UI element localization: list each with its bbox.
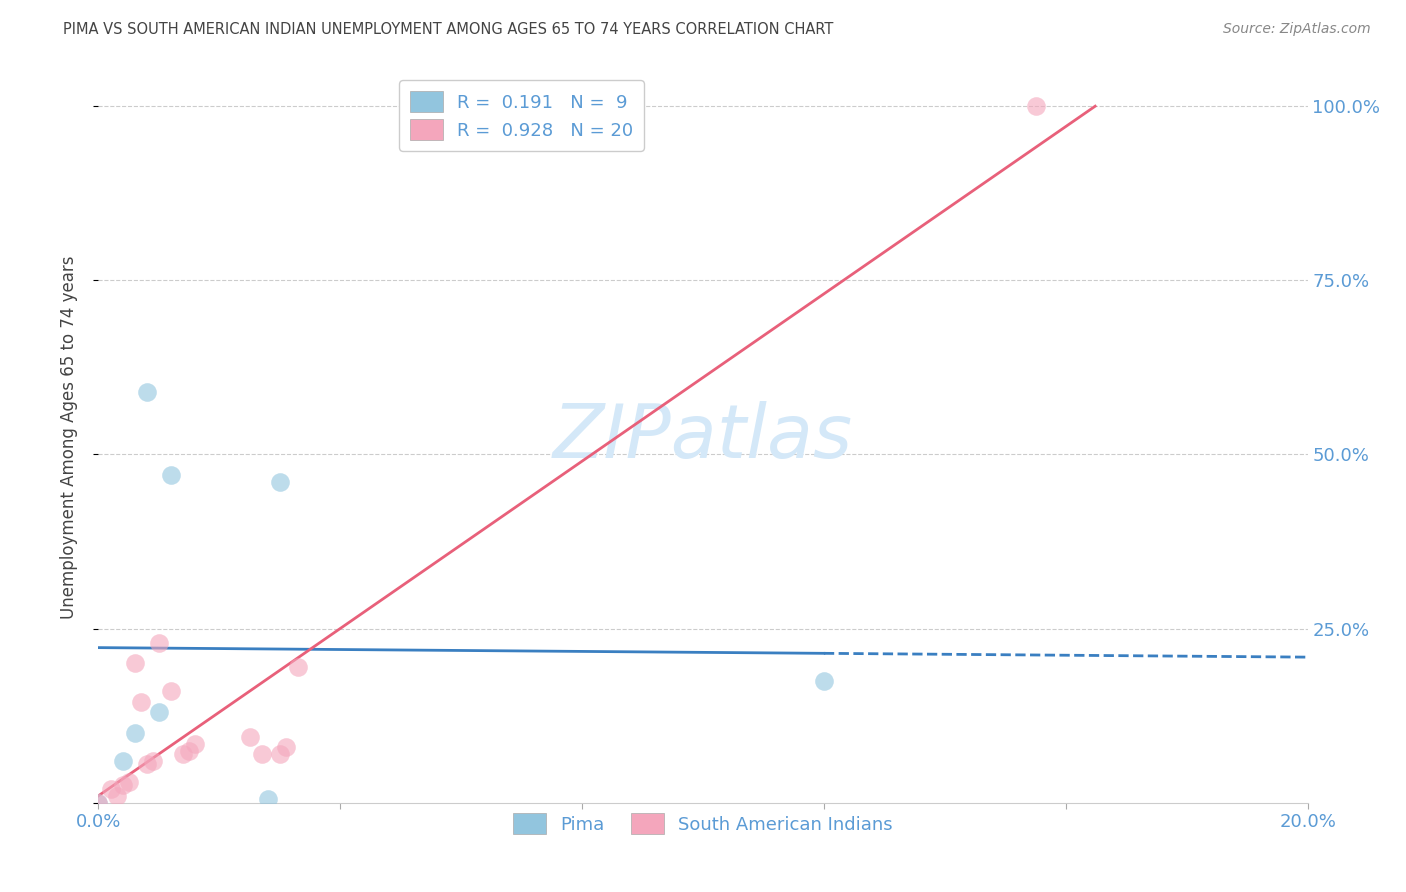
Legend: Pima, South American Indians: Pima, South American Indians: [502, 803, 904, 845]
Point: [256, 792, 278, 806]
Point: [111, 778, 134, 792]
Text: Source: ZipAtlas.com: Source: ZipAtlas.com: [1223, 22, 1371, 37]
Point: [100, 781, 122, 796]
Point: [184, 737, 207, 751]
Point: [172, 747, 194, 761]
Point: [269, 475, 291, 490]
Point: [148, 705, 170, 719]
Point: [274, 740, 297, 755]
Point: [250, 747, 273, 761]
Point: [111, 754, 134, 768]
Point: [118, 775, 141, 789]
Point: [105, 789, 128, 803]
Point: [148, 635, 170, 649]
Point: [135, 384, 157, 399]
Point: [124, 726, 146, 740]
Point: [160, 684, 183, 698]
Point: [239, 730, 262, 744]
Point: [124, 657, 146, 671]
Point: [135, 757, 157, 772]
Point: [142, 754, 165, 768]
Point: [179, 743, 201, 757]
Point: [813, 673, 835, 688]
Point: [160, 468, 183, 483]
Point: [129, 695, 152, 709]
Point: [269, 747, 291, 761]
Text: PIMA VS SOUTH AMERICAN INDIAN UNEMPLOYMENT AMONG AGES 65 TO 74 YEARS CORRELATION: PIMA VS SOUTH AMERICAN INDIAN UNEMPLOYME…: [63, 22, 834, 37]
Text: ZIPatlas: ZIPatlas: [553, 401, 853, 473]
Point: [1024, 99, 1046, 113]
Point: [87, 796, 110, 810]
Point: [87, 796, 110, 810]
Point: [287, 660, 309, 674]
Y-axis label: Unemployment Among Ages 65 to 74 years: Unemployment Among Ages 65 to 74 years: [59, 255, 77, 619]
